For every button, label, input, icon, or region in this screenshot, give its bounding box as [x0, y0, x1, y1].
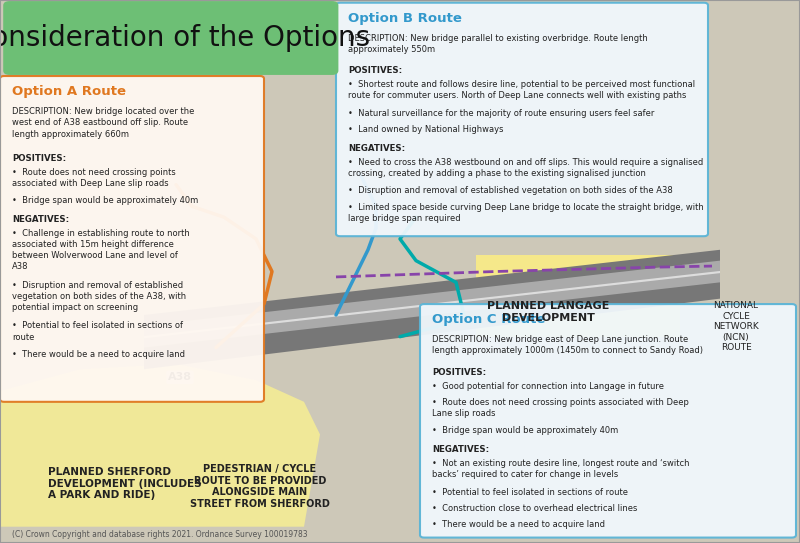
Text: PEDESTRIAN / CYCLE
ROUTE TO BE PROVIDED
ALONGSIDE MAIN
STREET FROM SHERFORD: PEDESTRIAN / CYCLE ROUTE TO BE PROVIDED … — [190, 464, 330, 509]
Text: •  Construction close to overhead electrical lines: • Construction close to overhead electri… — [432, 504, 638, 513]
Text: NATIONAL
CYCLE
NETWORK
(NCN)
ROUTE: NATIONAL CYCLE NETWORK (NCN) ROUTE — [713, 301, 759, 352]
Text: •  Land owned by National Highways: • Land owned by National Highways — [348, 125, 503, 134]
Text: Consideration of the Options: Consideration of the Options — [0, 24, 370, 52]
Text: POSITIVES:: POSITIVES: — [12, 154, 66, 163]
Text: Option B Route: Option B Route — [348, 12, 462, 25]
FancyBboxPatch shape — [420, 304, 796, 538]
Text: NEGATIVES:: NEGATIVES: — [348, 144, 405, 153]
Text: PLANNED LANGAGE
DEVELOPMENT: PLANNED LANGAGE DEVELOPMENT — [487, 301, 609, 323]
Text: NEGATIVES:: NEGATIVES: — [432, 445, 489, 454]
Text: (C) Crown Copyright and database rights 2021. Ordnance Survey 100019783: (C) Crown Copyright and database rights … — [12, 529, 308, 539]
Text: POSITIVES:: POSITIVES: — [348, 66, 402, 75]
Polygon shape — [144, 250, 720, 369]
Text: •  Disruption and removal of established vegetation on both sides of the A38: • Disruption and removal of established … — [348, 186, 673, 195]
Text: •  Good potential for connection into Langage in future: • Good potential for connection into Lan… — [432, 382, 664, 391]
Text: •  Not an existing route desire line, longest route and ‘switch
backs’ required : • Not an existing route desire line, lon… — [432, 459, 690, 479]
Text: •  There would be a need to acquire land: • There would be a need to acquire land — [432, 520, 605, 529]
Polygon shape — [0, 364, 320, 527]
Text: PLANNED SHERFORD
DEVELOPMENT (INCLUDES
A PARK AND RIDE): PLANNED SHERFORD DEVELOPMENT (INCLUDES A… — [48, 467, 202, 500]
FancyBboxPatch shape — [0, 76, 264, 402]
Text: •  Bridge span would be approximately 40m: • Bridge span would be approximately 40m — [432, 426, 618, 435]
Text: •  Natural surveillance for the majority of route ensuring users feel safer: • Natural surveillance for the majority … — [348, 109, 654, 118]
Text: •  Route does not need crossing points associated with Deep
Lane slip roads: • Route does not need crossing points as… — [432, 398, 689, 418]
Text: NEGATIVES:: NEGATIVES: — [12, 215, 69, 224]
Text: •  Need to cross the A38 westbound on and off slips. This would require a signal: • Need to cross the A38 westbound on and… — [348, 158, 703, 178]
Text: DESCRIPTION: New bridge east of Deep Lane junction. Route
length approximately 1: DESCRIPTION: New bridge east of Deep Lan… — [432, 335, 703, 356]
Text: •  Potential to feel isolated in sections of route: • Potential to feel isolated in sections… — [432, 488, 628, 497]
Text: Option C Route: Option C Route — [432, 313, 546, 326]
Text: DESCRIPTION: New bridge parallel to existing overbridge. Route length
approximat: DESCRIPTION: New bridge parallel to exis… — [348, 34, 648, 54]
FancyBboxPatch shape — [336, 3, 708, 236]
Text: POSITIVES:: POSITIVES: — [432, 368, 486, 377]
Text: A38: A38 — [168, 372, 192, 382]
Text: •  Challenge in establishing route to north
associated with 15m height differenc: • Challenge in establishing route to nor… — [12, 229, 190, 272]
FancyBboxPatch shape — [3, 1, 338, 75]
Polygon shape — [144, 271, 720, 338]
Text: •  Limited space beside curving Deep Lane bridge to locate the straight bridge, : • Limited space beside curving Deep Lane… — [348, 203, 704, 223]
Text: Option A Route: Option A Route — [12, 85, 126, 98]
Polygon shape — [144, 261, 720, 348]
Text: •  Disruption and removal of established
vegetation on both sides of the A38, wi: • Disruption and removal of established … — [12, 281, 186, 312]
Text: •  Shortest route and follows desire line, potential to be perceived most functi: • Shortest route and follows desire line… — [348, 80, 695, 100]
Polygon shape — [476, 255, 680, 337]
Text: •  There would be a need to acquire land: • There would be a need to acquire land — [12, 350, 185, 359]
Text: •  Route does not need crossing points
associated with Deep Lane slip roads: • Route does not need crossing points as… — [12, 168, 176, 188]
Text: •  Bridge span would be approximately 40m: • Bridge span would be approximately 40m — [12, 196, 198, 205]
Text: •  Potential to feel isolated in sections of
route: • Potential to feel isolated in sections… — [12, 321, 183, 342]
Text: DESCRIPTION: New bridge located over the
west end of A38 eastbound off slip. Rou: DESCRIPTION: New bridge located over the… — [12, 107, 194, 139]
